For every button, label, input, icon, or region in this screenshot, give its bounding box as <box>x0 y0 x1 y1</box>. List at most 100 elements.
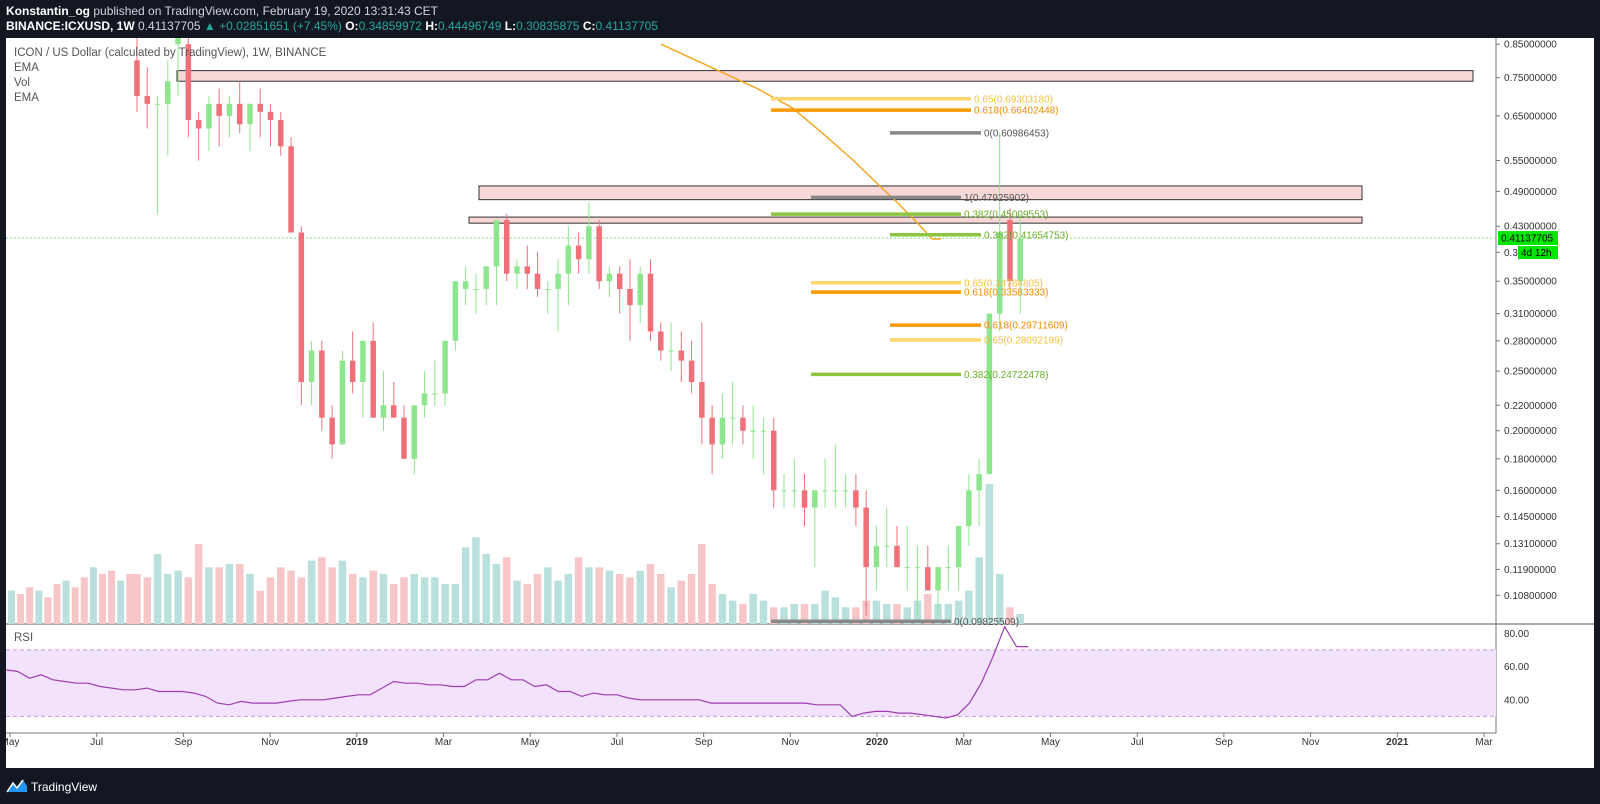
main-pane <box>6 38 1496 624</box>
volume-bar <box>318 557 326 624</box>
open-value: 0.34859972 <box>358 19 422 33</box>
candle-body <box>719 417 726 445</box>
volume-bar <box>348 574 357 624</box>
time-axis-label: May <box>1041 737 1060 748</box>
price-tick-label: 0.31000000 <box>1504 309 1557 320</box>
chart-area[interactable]: 0.85000000 0.75000000 0.65000000 0.55000000… <box>6 38 1594 768</box>
volume-bar <box>852 607 860 624</box>
fib-level-label: 0(0.09825509) <box>954 617 1019 628</box>
candle-body <box>791 490 798 492</box>
price-tick-label: 0.55000000 <box>1504 156 1557 167</box>
candle-body <box>134 60 140 97</box>
volume-bar <box>872 600 881 624</box>
legend-title[interactable]: ICON / US Dollar (calculated by TradingV… <box>14 47 327 59</box>
volume-bar <box>266 577 275 624</box>
time-axis-label: Sep <box>175 737 193 748</box>
time-axis-label: 2019 <box>346 737 369 748</box>
volume-bar <box>369 570 377 624</box>
volume-bar <box>831 597 840 624</box>
last-price-tag-label: 0.41137705 <box>1501 234 1554 245</box>
price-tick-label: 0.35000000 <box>1504 277 1557 288</box>
last-price: 0.41137705 <box>138 19 201 33</box>
volume-bar <box>235 564 244 624</box>
candle-body <box>401 417 407 459</box>
candle-body <box>370 340 376 418</box>
fib-level-label: 0.65(0.28092199) <box>984 335 1063 346</box>
legend-ema[interactable]: EMA <box>14 62 39 74</box>
candle-body <box>904 567 910 569</box>
candle-body <box>298 232 305 383</box>
time-axis-label: Jul <box>611 737 624 748</box>
time-axis-label: Sep <box>1215 737 1233 748</box>
rsi-label[interactable]: RSI <box>14 632 34 644</box>
volume-bar <box>133 574 141 624</box>
candle-body <box>185 44 192 121</box>
candle-body <box>812 490 818 508</box>
volume-bar <box>574 557 583 624</box>
volume-bar <box>17 594 25 624</box>
volume-bar <box>502 557 511 624</box>
rsi-line <box>6 625 1029 719</box>
volume-bar <box>965 590 973 624</box>
top-bar: Konstantin_og published on TradingView.c… <box>0 0 1600 40</box>
price-chart-svg[interactable]: 0.85000000 0.75000000 0.65000000 0.55000000… <box>6 38 1594 768</box>
volume-bar <box>108 570 116 624</box>
volume-bar <box>841 607 850 624</box>
volume-bar <box>975 557 983 624</box>
volume-bar <box>985 484 994 624</box>
volume-bar <box>626 577 634 624</box>
author-name[interactable]: Konstantin_og <box>6 4 90 18</box>
price-tick-label: 0.18000000 <box>1504 454 1557 465</box>
candle-body <box>750 430 756 432</box>
volume-bar <box>379 574 388 624</box>
volume-bar <box>44 597 52 624</box>
volume-bar <box>698 544 706 624</box>
resistance-zone <box>478 185 1363 201</box>
fib-level-label: 1(0.47925902) <box>964 193 1029 204</box>
legend-vol[interactable]: Vol <box>14 77 30 89</box>
candle-body <box>945 567 952 569</box>
price-tick-label: 0.16000000 <box>1504 486 1557 497</box>
volume-bar <box>89 567 97 624</box>
low-label: L: <box>504 19 517 33</box>
tradingview-brand[interactable]: TradingView <box>31 780 98 794</box>
symbol-label: BINANCE:ICXUSD, 1W <box>6 19 135 33</box>
candle-body <box>236 103 243 125</box>
volume-bar <box>585 567 593 624</box>
candle-body <box>257 103 263 112</box>
volume-bar <box>328 567 336 624</box>
candle-body <box>432 393 438 395</box>
candle-body <box>781 490 787 492</box>
candle-body <box>699 382 705 418</box>
candle-body <box>637 273 643 306</box>
price-tick-label: 0.20000000 <box>1504 426 1557 437</box>
candle-body <box>616 273 623 289</box>
rsi-tick-label: 60.00 <box>1504 662 1529 673</box>
candle-body <box>709 417 715 445</box>
time-axis-label: Mar <box>435 737 453 748</box>
last-price-tag <box>1498 231 1558 246</box>
volume-bar <box>338 560 347 624</box>
legend-ema2[interactable]: EMA <box>14 92 39 104</box>
volume-bar <box>769 607 778 624</box>
candle-body <box>1007 220 1013 282</box>
candle-body <box>462 281 469 289</box>
volume-bar <box>184 577 193 624</box>
candle-body <box>883 545 890 547</box>
volume-bar <box>564 574 573 624</box>
candle-body <box>1017 238 1023 282</box>
candle-body <box>647 273 654 332</box>
candle-body <box>503 220 510 274</box>
candle-body <box>421 393 428 406</box>
candle-body <box>740 417 746 431</box>
high-label: H: <box>425 19 438 33</box>
candle-body <box>339 360 346 445</box>
candle-body <box>411 405 418 459</box>
candle-body <box>678 350 685 361</box>
volume-bar <box>687 574 696 624</box>
volume-bar <box>1006 607 1014 624</box>
volume-bar <box>143 577 152 624</box>
volume-bar <box>749 594 757 624</box>
candle-body <box>853 490 859 508</box>
tradingview-logo-icon <box>6 779 27 793</box>
